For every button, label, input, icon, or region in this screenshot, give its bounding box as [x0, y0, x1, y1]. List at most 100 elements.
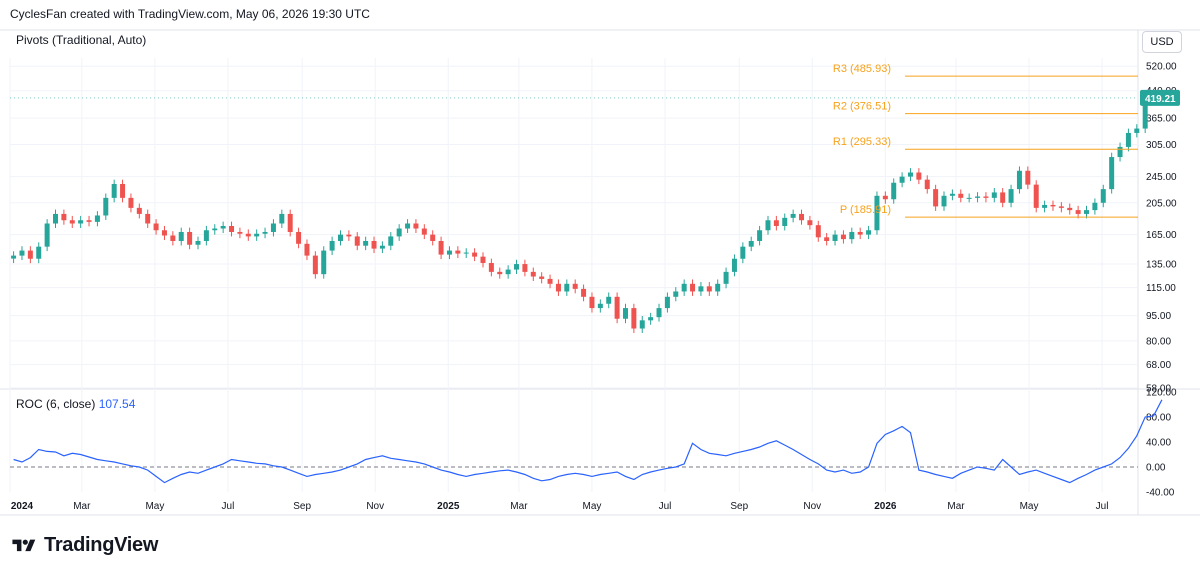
candle-body	[472, 252, 478, 257]
candle-body	[94, 215, 100, 222]
time-tick-label: Jul	[659, 501, 672, 512]
chart-attribution: CyclesFan created with TradingView.com, …	[10, 7, 370, 21]
candle-body	[514, 264, 520, 270]
price-tick-label: 58.00	[1146, 384, 1171, 395]
candle-body	[405, 223, 411, 229]
candle-body	[698, 286, 704, 292]
pivot-label: P (185.91)	[840, 204, 891, 216]
candle-body	[11, 255, 17, 259]
candle-body	[958, 193, 964, 198]
candle-body	[86, 220, 92, 222]
candle-body	[346, 234, 352, 237]
candle-body	[1125, 132, 1131, 147]
candle-body	[1100, 189, 1106, 203]
candle-body	[966, 197, 972, 199]
roc-indicator-label[interactable]: ROC (6, close) 107.54	[16, 397, 135, 411]
candle-body	[706, 286, 712, 292]
candle-body	[924, 179, 930, 190]
candle-body	[61, 213, 67, 221]
pivot-label: R2 (376.51)	[833, 101, 891, 113]
candle-body	[421, 228, 427, 235]
candle-body	[933, 189, 939, 207]
candle-body	[396, 228, 402, 237]
price-tick-label: 80.00	[1146, 336, 1171, 347]
candle-body	[874, 195, 880, 231]
candle-body	[337, 234, 343, 241]
price-tick-label: 115.00	[1146, 283, 1176, 294]
candle-body	[840, 234, 846, 240]
candle-body	[1008, 189, 1014, 203]
candle-body	[270, 223, 276, 232]
candle-body	[664, 296, 670, 309]
candle-body	[622, 308, 628, 319]
candle-body	[430, 234, 436, 241]
candle-body	[673, 291, 679, 297]
candle-body	[572, 283, 578, 289]
candle-body	[631, 308, 637, 329]
candle-body	[1117, 146, 1123, 158]
candle-body	[983, 196, 989, 198]
currency-button[interactable]: USD	[1142, 31, 1182, 53]
candle-body	[639, 320, 645, 329]
candle-body	[455, 250, 461, 254]
candle-body	[799, 213, 805, 221]
candle-body	[866, 230, 872, 235]
candle-body	[287, 213, 293, 232]
last-price-label: 419.21	[1145, 94, 1176, 105]
candle-body	[53, 213, 59, 224]
time-tick-label: May	[1020, 501, 1039, 512]
candle-body	[949, 193, 955, 196]
time-tick-label: 2025	[437, 501, 460, 512]
pivot-label: R1 (295.33)	[833, 136, 891, 148]
candle-body	[212, 228, 218, 231]
price-tick-label: 135.00	[1146, 260, 1177, 271]
price-tick-label: 365.00	[1146, 114, 1177, 125]
pivots-indicator-label[interactable]: Pivots (Traditional, Auto)	[16, 33, 147, 47]
tradingview-wordmark: TradingView	[44, 534, 159, 556]
candle-body	[120, 183, 126, 198]
time-tick-label: 2026	[874, 501, 897, 512]
candle-body	[497, 271, 503, 275]
candle-body	[161, 230, 167, 236]
candle-body	[882, 195, 888, 200]
price-tick-label: 95.00	[1146, 311, 1171, 322]
roc-current-value: 107.54	[98, 397, 136, 411]
candle-body	[748, 240, 754, 247]
time-tick-label: Jul	[222, 501, 235, 512]
candle-body	[1016, 170, 1022, 190]
candle-body	[488, 262, 494, 272]
candle-body	[480, 256, 486, 263]
candle-body	[1142, 97, 1148, 129]
candle-body	[296, 231, 302, 244]
candle-body	[78, 220, 84, 224]
candle-body	[790, 213, 796, 218]
candle-body	[178, 231, 184, 241]
candle-body	[1025, 170, 1031, 185]
candle-body	[1033, 184, 1039, 208]
time-tick-label: Nov	[366, 501, 384, 512]
candle-body	[581, 288, 587, 297]
time-tick-label: Jul	[1096, 501, 1109, 512]
candle-body	[153, 223, 159, 231]
candle-body	[69, 220, 75, 224]
candle-body	[723, 271, 729, 284]
candle-body	[765, 220, 771, 231]
tradingview-logo-icon	[12, 539, 36, 551]
candle-body	[36, 246, 42, 259]
time-tick-label: May	[583, 501, 602, 512]
tradingview-brand: TradingView	[10, 534, 158, 557]
candle-body	[740, 246, 746, 259]
candle-body	[975, 196, 981, 198]
time-tick-label: Sep	[293, 501, 311, 512]
candle-body	[1000, 192, 1006, 203]
candle-body	[254, 233, 260, 237]
candle-body	[564, 283, 570, 292]
candle-body	[145, 213, 151, 224]
candle-body	[1067, 207, 1073, 211]
candle-body	[27, 250, 33, 259]
candle-body	[991, 192, 997, 198]
candle-body	[1042, 204, 1048, 208]
candle-body	[539, 276, 545, 279]
roc-label-text: ROC (6, close)	[16, 397, 96, 411]
